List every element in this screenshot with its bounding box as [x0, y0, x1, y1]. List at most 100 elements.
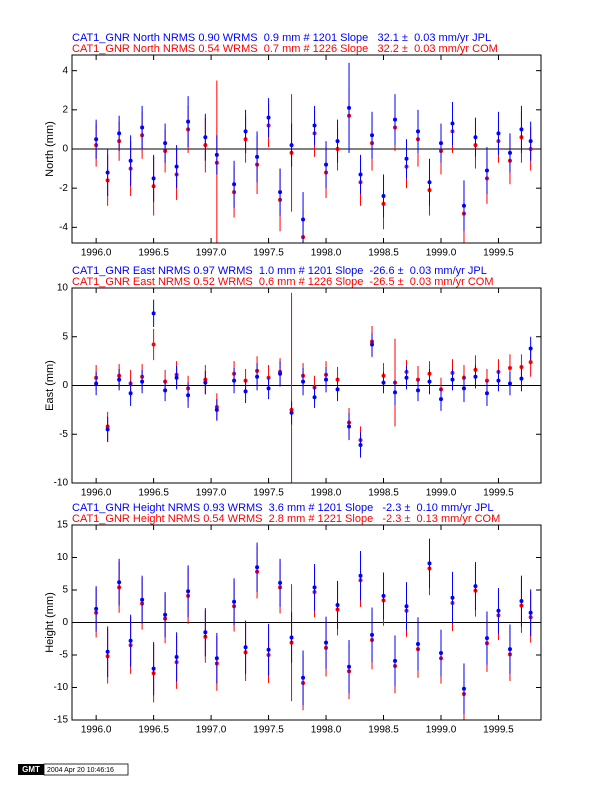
point [151, 311, 156, 316]
point [416, 641, 421, 646]
x-tick-label: 1999.5 [483, 248, 514, 259]
point [507, 647, 512, 652]
y-tick-label: 10 [57, 283, 69, 294]
point [151, 666, 156, 671]
point [117, 131, 122, 136]
point [528, 346, 533, 351]
point [151, 342, 156, 347]
y-tick-label: -5 [59, 429, 68, 440]
point [484, 636, 489, 641]
point [163, 388, 168, 393]
point [324, 640, 329, 645]
y-tick-label: -10 [54, 478, 69, 489]
x-tick-label: 1999.0 [426, 725, 457, 736]
y-tick-label: 4 [62, 65, 68, 76]
x-tick-label: 1996.0 [81, 725, 112, 736]
point [255, 374, 260, 379]
point [214, 152, 219, 157]
x-tick-label: 1997.5 [253, 488, 284, 499]
point [381, 194, 386, 198]
point [461, 386, 466, 391]
point [347, 664, 352, 669]
x-tick-label: 1998.5 [368, 725, 399, 736]
y-tick-label: -4 [59, 222, 68, 233]
y-axis-label: East (mm) [44, 360, 56, 411]
point [450, 377, 455, 382]
point [105, 170, 110, 175]
point [151, 176, 156, 181]
point [370, 133, 375, 138]
series-title: CAT1_GNR East NRMS 0.97 WRMS 1.0 mm # 12… [72, 265, 487, 277]
point [312, 585, 317, 590]
point [335, 602, 340, 607]
point [163, 612, 168, 617]
x-tick-label: 1998.0 [311, 488, 342, 499]
x-tick-label: 1998.5 [368, 488, 399, 499]
point [214, 407, 219, 412]
series-title: CAT1_GNR Height NRMS 0.54 WRMS 2.8 mm # … [72, 513, 500, 525]
point [289, 143, 294, 148]
point [140, 125, 145, 130]
x-tick-label: 1996.5 [138, 248, 169, 259]
point [438, 141, 443, 146]
point [381, 593, 386, 598]
point [312, 123, 317, 128]
point [404, 375, 409, 380]
point [140, 597, 145, 602]
point [370, 632, 375, 637]
point [266, 647, 271, 652]
point [255, 154, 260, 159]
point [186, 589, 191, 594]
point [105, 427, 110, 432]
point [519, 127, 524, 132]
point [140, 379, 145, 384]
point [266, 386, 271, 391]
point [416, 129, 421, 134]
y-axis-label: Height (mm) [44, 592, 56, 653]
point [232, 378, 237, 383]
x-tick-label: 1997.0 [196, 725, 227, 736]
y-tick-label: -15 [54, 715, 69, 726]
point [203, 630, 208, 635]
point [289, 410, 294, 415]
point [243, 645, 248, 650]
point [427, 379, 432, 384]
timestamp-box [43, 763, 129, 776]
point [94, 606, 99, 611]
point [128, 391, 133, 396]
y-tick-label: 0 [62, 144, 68, 155]
y-tick-label: -2 [59, 183, 68, 194]
point [404, 156, 409, 161]
point [335, 387, 340, 392]
point [174, 654, 179, 659]
point [519, 599, 524, 604]
x-tick-label: 1997.5 [253, 248, 284, 259]
y-tick-label: -10 [54, 682, 69, 693]
y-tick-label: 0 [62, 617, 68, 628]
point [105, 649, 110, 654]
x-tick-label: 1997.5 [253, 725, 284, 736]
point [507, 150, 512, 155]
plot-frame [71, 524, 542, 721]
gmt-logo: GMT [22, 765, 40, 774]
point [232, 599, 237, 604]
point [117, 377, 122, 382]
point [496, 608, 501, 613]
point [450, 121, 455, 126]
point [427, 180, 432, 185]
point [203, 380, 208, 385]
x-tick-label: 1996.5 [138, 725, 169, 736]
point [289, 635, 294, 640]
point [358, 573, 363, 578]
point [278, 190, 283, 195]
point [473, 584, 478, 589]
gmt-logo-box [18, 764, 44, 775]
point [186, 119, 191, 124]
point [416, 388, 421, 393]
point [214, 656, 219, 661]
x-tick-label: 1999.5 [483, 488, 514, 499]
point [528, 139, 533, 144]
point [427, 561, 432, 566]
